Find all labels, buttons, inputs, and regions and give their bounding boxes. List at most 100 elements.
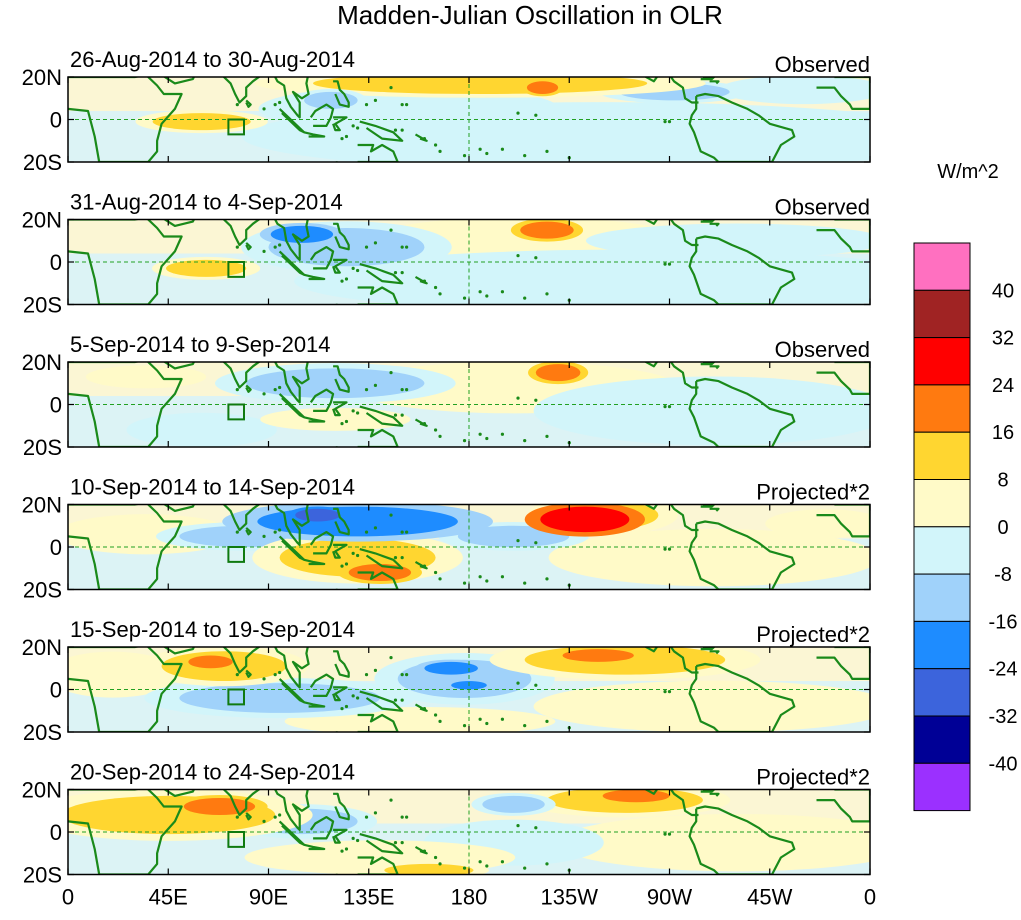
coastline — [359, 120, 404, 142]
y-tick-label: 20S — [23, 150, 62, 175]
coastline — [332, 543, 348, 559]
x-tick-label: 135W — [541, 885, 599, 910]
island — [344, 704, 349, 709]
coastline — [332, 258, 348, 274]
y-tick-label: 20S — [23, 293, 62, 318]
island — [393, 271, 398, 275]
coastline — [303, 273, 326, 281]
panel-period: 20-Sep-2014 to 24-Sep-2014 — [70, 760, 355, 785]
coastline — [273, 219, 310, 261]
island — [373, 668, 378, 672]
island — [462, 154, 467, 158]
island — [351, 694, 355, 698]
island — [351, 836, 355, 840]
coastline — [273, 362, 310, 404]
island — [663, 120, 667, 124]
colorbar-label: -16 — [989, 611, 1018, 633]
island — [356, 411, 360, 415]
island — [273, 245, 277, 249]
island — [400, 841, 404, 845]
island — [340, 564, 344, 568]
island — [433, 855, 438, 860]
coastline — [359, 833, 404, 855]
island — [262, 534, 266, 538]
y-tick-label: 0 — [50, 678, 62, 703]
island — [278, 385, 282, 390]
y-tick-label: 20N — [22, 65, 62, 90]
panel-period: 5-Sep-2014 to 9-Sep-2014 — [70, 332, 331, 357]
colorbar-label: -32 — [989, 706, 1018, 728]
colorbar-swatch — [913, 762, 971, 812]
panel-kind: Observed — [775, 52, 870, 77]
figure-title: Madden-Julian Oscillation in OLR — [337, 0, 723, 30]
x-tick-label: 0 — [62, 885, 74, 910]
island — [356, 553, 360, 558]
coastline — [332, 686, 348, 702]
coastline — [643, 77, 699, 104]
coastline — [643, 647, 699, 674]
island — [340, 707, 344, 711]
coastline — [245, 242, 252, 251]
island — [462, 866, 467, 870]
y-tick-label: 20N — [22, 350, 62, 375]
coastline — [688, 377, 796, 447]
island — [344, 419, 349, 424]
island — [545, 719, 549, 723]
anomaly-core — [520, 221, 574, 239]
island — [364, 245, 369, 249]
y-tick-label: 20N — [22, 635, 62, 660]
coastline — [414, 703, 428, 712]
coastline — [688, 235, 796, 305]
x-tick-label: 45E — [149, 885, 188, 910]
island — [534, 541, 538, 545]
coastline — [357, 286, 399, 305]
island — [485, 721, 489, 726]
panel-period: 15-Sep-2014 to 19-Sep-2014 — [70, 617, 355, 642]
colorbar-swatch — [913, 620, 971, 670]
coastline — [357, 856, 399, 875]
island — [667, 405, 672, 409]
island — [364, 530, 369, 534]
island — [351, 409, 355, 413]
coastline — [359, 405, 404, 427]
map-panel: 20N 0 20S 20-Sep-2014 to 24-Sep-2014 Project… — [22, 760, 871, 888]
y-tick-label: 0 — [50, 820, 62, 845]
anomaly-core — [101, 368, 191, 386]
y-tick-label: 20S — [23, 435, 62, 460]
island — [262, 677, 266, 681]
coastline — [332, 116, 348, 132]
coastline — [816, 647, 870, 680]
anomaly-core — [183, 798, 256, 815]
coastline — [643, 789, 699, 817]
island — [393, 556, 398, 560]
coastline — [359, 263, 404, 285]
coastline — [309, 388, 335, 412]
island — [534, 683, 538, 687]
coastline — [273, 789, 310, 831]
island — [278, 100, 282, 105]
colorbar-units: W/m^2 — [937, 161, 999, 183]
anomaly-core — [279, 410, 392, 428]
reference-box — [227, 118, 245, 136]
island — [393, 841, 398, 845]
island — [400, 530, 404, 534]
colorbar-swatch — [913, 337, 971, 386]
coastline — [68, 77, 183, 162]
coastline — [688, 662, 796, 732]
island — [462, 724, 467, 728]
x-tick-label: 180 — [451, 885, 488, 910]
colorbar: W/m^2 40 32 24 16 8 0 -8 -16 -24 -32 -40 — [913, 161, 1018, 812]
island — [516, 254, 520, 258]
coastline — [332, 828, 348, 844]
island — [545, 862, 549, 866]
island — [422, 707, 427, 711]
island — [400, 673, 404, 677]
island — [400, 245, 404, 249]
anomaly-core — [526, 81, 559, 94]
island — [516, 396, 520, 400]
reference-box — [227, 546, 245, 563]
colorbar-swatch — [913, 479, 971, 528]
island — [433, 713, 438, 717]
island — [235, 673, 239, 677]
coastline — [245, 669, 252, 678]
